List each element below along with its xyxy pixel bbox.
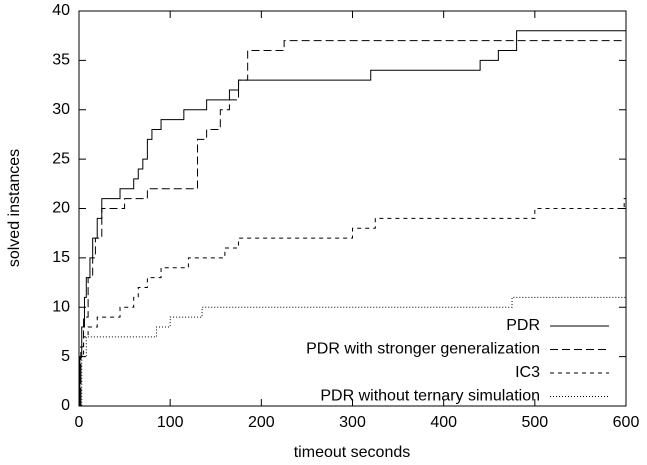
x-tick-label: 500 xyxy=(521,414,548,431)
y-tick-label: 40 xyxy=(52,2,70,19)
y-tick-label: 35 xyxy=(52,52,70,69)
x-tick-label: 100 xyxy=(157,414,184,431)
y-tick-label: 0 xyxy=(61,397,70,414)
series-line xyxy=(79,30,626,407)
y-tick-label: 25 xyxy=(52,150,70,167)
series-line xyxy=(79,198,626,407)
x-tick-label: 0 xyxy=(75,414,84,431)
x-axis-label: timeout seconds xyxy=(294,444,411,461)
x-tick-label: 600 xyxy=(613,414,640,431)
x-tick-label: 300 xyxy=(339,414,366,431)
legend-label: IC3 xyxy=(515,364,540,381)
y-tick-label: 30 xyxy=(52,101,70,118)
y-tick-label: 20 xyxy=(52,200,70,217)
series-line xyxy=(79,40,626,407)
legend-label: PDR with stronger generalization xyxy=(306,341,540,358)
y-tick-label: 15 xyxy=(52,249,70,266)
legend-label: PDR without ternary simulation xyxy=(320,388,540,405)
legend-label: PDR xyxy=(506,317,540,334)
x-tick-label: 400 xyxy=(430,414,457,431)
y-tick-label: 5 xyxy=(61,348,70,365)
x-tick-label: 200 xyxy=(248,414,275,431)
y-axis-label: solved instances xyxy=(6,149,23,267)
y-tick-label: 10 xyxy=(52,298,70,315)
series-line xyxy=(79,296,626,407)
